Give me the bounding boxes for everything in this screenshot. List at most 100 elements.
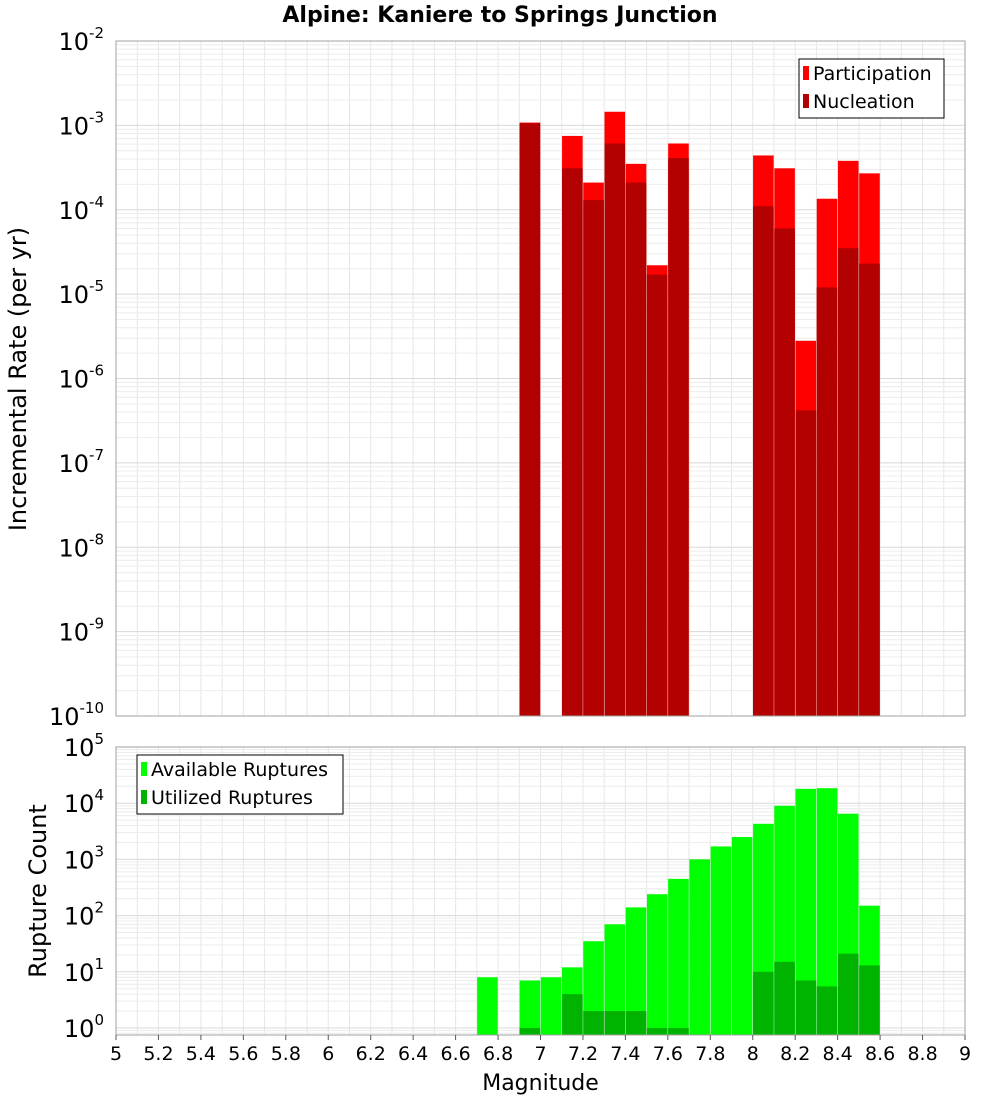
bar-utilized-ruptures bbox=[583, 1011, 604, 1035]
bar-available-ruptures bbox=[795, 788, 817, 1035]
bar-utilized-ruptures bbox=[519, 1027, 541, 1035]
bar-available-ruptures bbox=[668, 878, 689, 1035]
bar-available-ruptures bbox=[625, 907, 647, 1035]
legend-box bbox=[798, 58, 945, 119]
bar-utilized-ruptures bbox=[668, 1027, 689, 1035]
bar-available-ruptures bbox=[731, 837, 753, 1035]
bar-nucleation bbox=[646, 274, 668, 716]
bar-nucleation bbox=[753, 206, 774, 716]
x-tick-label: 5.8 bbox=[271, 1043, 301, 1065]
x-tick-label: 6 bbox=[322, 1043, 334, 1065]
bar-utilized-ruptures bbox=[625, 1011, 647, 1035]
y-tick-label: 104 bbox=[64, 786, 104, 818]
legend-label: Nucleation bbox=[813, 91, 915, 113]
x-tick-label: 5.4 bbox=[186, 1043, 216, 1065]
bars bbox=[519, 111, 880, 717]
y-tick-label: 10-6 bbox=[58, 362, 104, 394]
x-tick-label: 7.2 bbox=[568, 1043, 598, 1065]
bar-utilized-ruptures bbox=[562, 994, 583, 1035]
participation-nucleation-panel: 10-10 10-9 10-8 10-7 10-6 10-5 10-4 10-3 10-2 Inc… bbox=[4, 24, 966, 731]
bar-nucleation bbox=[859, 263, 880, 716]
y-tick-label: 10-8 bbox=[58, 530, 104, 562]
legend-box bbox=[136, 754, 344, 815]
x-axis-label: Magnitude bbox=[482, 1071, 599, 1096]
y-tick-label: 102 bbox=[64, 899, 104, 931]
x-tick-label: 8.6 bbox=[865, 1043, 895, 1065]
rupture-count-panel: 100 101 102 103 104 105 Rupture Count 5 5.2 5.4 5.… bbox=[24, 730, 971, 1096]
x-tick-label: 6.8 bbox=[483, 1043, 513, 1065]
y-tick-label: 101 bbox=[64, 955, 104, 987]
bars bbox=[477, 788, 880, 1035]
bar-available-ruptures bbox=[646, 894, 668, 1035]
bar-available-ruptures bbox=[710, 846, 732, 1035]
y-tick-label: 103 bbox=[64, 842, 104, 874]
x-tick-label: 6.2 bbox=[356, 1043, 386, 1065]
bar-utilized-ruptures bbox=[859, 965, 880, 1035]
bar-available-ruptures bbox=[477, 977, 498, 1035]
bar-utilized-ruptures bbox=[837, 953, 859, 1035]
x-tick-label: 8 bbox=[747, 1043, 759, 1065]
x-tick-label: 9 bbox=[959, 1043, 971, 1065]
bar-utilized-ruptures bbox=[795, 980, 817, 1035]
y-tick-label: 10-9 bbox=[58, 615, 104, 647]
bar-nucleation bbox=[816, 287, 838, 716]
y-tick-label: 10-7 bbox=[58, 446, 104, 478]
legend: Participation Nucleation bbox=[798, 58, 945, 119]
bar-utilized-ruptures bbox=[753, 971, 774, 1035]
x-tick-label: 5 bbox=[110, 1043, 122, 1065]
y-tick-label: 10-3 bbox=[58, 108, 104, 140]
x-tick-label: 6.6 bbox=[440, 1043, 470, 1065]
x-tick-label: 7 bbox=[534, 1043, 546, 1065]
bar-utilized-ruptures bbox=[816, 986, 838, 1035]
bar-nucleation bbox=[668, 158, 689, 716]
y-tick-label: 10-10 bbox=[49, 699, 104, 731]
legend-swatch bbox=[803, 94, 809, 108]
grid bbox=[115, 41, 966, 717]
legend-swatch bbox=[141, 762, 147, 776]
legend-label: Participation bbox=[813, 63, 932, 85]
x-tick-label: 7.4 bbox=[610, 1043, 640, 1065]
y-axis-label: Rupture Count bbox=[24, 804, 52, 978]
x-tick-label: 5.6 bbox=[228, 1043, 258, 1065]
x-tick-label: 7.6 bbox=[653, 1043, 683, 1065]
y-tick-label: 10-4 bbox=[58, 193, 104, 225]
legend-label: Utilized Ruptures bbox=[151, 787, 313, 809]
bar-available-ruptures bbox=[689, 859, 710, 1035]
bar-nucleation bbox=[604, 143, 626, 716]
bar-available-ruptures bbox=[540, 977, 562, 1035]
bar-nucleation bbox=[562, 168, 583, 716]
bar-utilized-ruptures bbox=[604, 1011, 626, 1035]
bar-nucleation bbox=[837, 248, 859, 717]
chart-title: Alpine: Kaniere to Springs Junction bbox=[282, 3, 717, 28]
y-tick-label: 10-2 bbox=[58, 24, 104, 56]
x-tick-label: 7.8 bbox=[695, 1043, 725, 1065]
y-axis-label: Incremental Rate (per yr) bbox=[4, 227, 32, 531]
y-tick-label: 100 bbox=[64, 1011, 104, 1043]
x-tick-label: 5.2 bbox=[143, 1043, 173, 1065]
y-tick-label: 10-5 bbox=[58, 277, 104, 309]
bar-nucleation bbox=[774, 228, 795, 716]
x-tick-label: 8.2 bbox=[780, 1043, 810, 1065]
bar-nucleation bbox=[625, 182, 647, 716]
legend-label: Available Ruptures bbox=[151, 759, 328, 781]
x-tick-label: 6.4 bbox=[398, 1043, 428, 1065]
x-tick-label: 8.8 bbox=[907, 1043, 937, 1065]
legend-swatch bbox=[803, 66, 809, 80]
bar-nucleation bbox=[795, 410, 817, 716]
bar-nucleation bbox=[519, 123, 541, 717]
y-tick-label: 105 bbox=[64, 730, 104, 762]
legend-swatch bbox=[141, 790, 147, 804]
plot-frame bbox=[115, 40, 966, 717]
x-tick-label: 8.4 bbox=[823, 1043, 853, 1065]
bar-utilized-ruptures bbox=[774, 961, 795, 1035]
x-tick-labels: 5 5.2 5.4 5.6 5.8 6 6.2 6.4 6.6 6.8 7 7.2 7.4 7.6 7.8 8… bbox=[110, 1035, 971, 1065]
bar-utilized-ruptures bbox=[646, 1027, 668, 1035]
bar-available-ruptures bbox=[604, 924, 626, 1035]
bar-available-ruptures bbox=[816, 788, 838, 1035]
y-tick-labels: 10-10 10-9 10-8 10-7 10-6 10-5 10-4 10-3 10-2 bbox=[49, 24, 104, 731]
y-tick-labels: 100 101 102 103 104 105 bbox=[64, 730, 104, 1043]
bar-available-ruptures bbox=[519, 980, 541, 1035]
legend: Available Ruptures Utilized Ruptures bbox=[136, 754, 344, 815]
